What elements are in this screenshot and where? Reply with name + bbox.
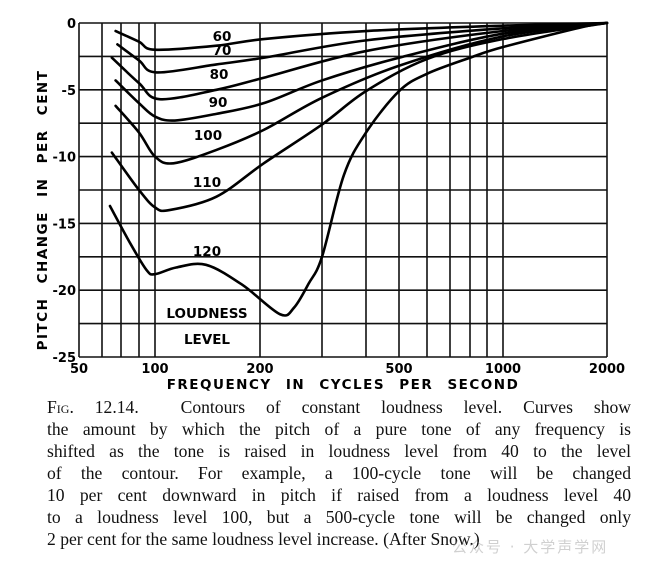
curve-loudness-100	[114, 21, 609, 165]
curve-loudness-90	[114, 21, 609, 122]
legend-title-level: LEVEL	[184, 332, 230, 348]
x-tick-label: 200	[246, 362, 273, 377]
caption-line-7: 2 per cent for the same loudness level i…	[47, 529, 480, 549]
y-tick-label: -10	[53, 151, 77, 166]
caption-line-1: Fig. 12.14. Contours of constant loudnes…	[47, 396, 631, 418]
x-tick-label: 1000	[485, 362, 521, 377]
tick-labels: 50 100 200 500 1000 2000 0 -5 -10 -15 -20 -25	[53, 17, 626, 377]
label-90: 90	[209, 95, 228, 111]
y-tick-label: -5	[62, 84, 76, 99]
x-tick-label: 500	[385, 362, 412, 377]
y-tick-label: 0	[67, 17, 76, 32]
caption-line-2: the amount by which the pitch of a pure …	[47, 419, 631, 439]
y-tick-label: -15	[53, 217, 77, 232]
x-tick-label: 100	[141, 362, 168, 377]
caption-line-3: shifted as the tone is raised in loudnes…	[47, 441, 631, 461]
caption-text: Contours of constant loudness level. Cur…	[180, 397, 632, 417]
label-110: 110	[193, 175, 221, 191]
x-tick-label: 2000	[589, 362, 625, 377]
label-80: 80	[210, 67, 229, 83]
caption-line-4: of the contour. For example, a 100-cycle…	[47, 463, 631, 483]
curve-loudness-80	[110, 21, 609, 101]
y-tick-label: -25	[53, 351, 77, 366]
curve-loudness-70	[116, 21, 609, 74]
label-120: 120	[193, 244, 221, 260]
watermark: 公众号 · 大学声学网	[452, 538, 609, 556]
figure-caption: Fig. 12.14. Contours of constant loudnes…	[47, 396, 631, 550]
y-tick-label: -20	[53, 284, 77, 299]
curve-labels: 60 70 80 90 100 110 120 LOUDNESS LEVEL	[166, 29, 247, 348]
caption-line-6: to a loudness level 100, but a 500-cycle…	[47, 507, 631, 527]
legend-title-loudness: LOUDNESS	[166, 306, 247, 322]
curve-loudness-110	[110, 21, 609, 213]
label-70: 70	[213, 43, 232, 59]
y-axis-label: PITCH CHANGE IN PER CENT	[35, 70, 51, 351]
curve-loudness-60	[114, 21, 609, 52]
curves	[108, 21, 609, 317]
pitch-change-chart: 50 100 200 500 1000 2000 0 -5 -10 -15 -20 -25 60 70…	[35, 17, 626, 392]
label-60: 60	[213, 29, 232, 45]
x-tick-label: 50	[70, 362, 88, 377]
figure-number: Fig. 12.14.	[47, 397, 139, 417]
label-100: 100	[194, 128, 222, 144]
curve-loudness-120	[108, 21, 609, 317]
caption-line-5: 10 per cent downward in pitch if raised …	[47, 485, 631, 505]
x-axis-label: FREQUENCY IN CYCLES PER SECOND	[167, 377, 520, 392]
